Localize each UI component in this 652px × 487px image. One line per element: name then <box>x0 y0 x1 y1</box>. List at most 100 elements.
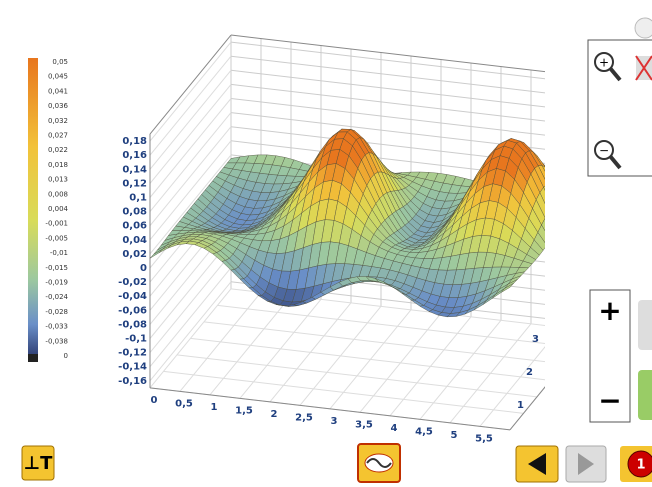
grid-line <box>230 112 545 150</box>
colorbar-label: 0,013 <box>48 176 68 184</box>
wave-button[interactable] <box>357 443 401 483</box>
colorbar-label: -0,015 <box>45 264 68 272</box>
surface-patch <box>557 179 570 187</box>
x-tick-label: 1,5 <box>235 405 253 416</box>
surface-patch <box>149 248 163 259</box>
surface-patch <box>547 182 560 202</box>
surface-patch <box>567 194 580 207</box>
x-tick-label: 3,5 <box>355 419 373 430</box>
side-button[interactable] <box>638 300 652 350</box>
next-button[interactable] <box>565 445 607 483</box>
grid-line <box>230 83 545 122</box>
surface-patch <box>549 171 562 185</box>
colorbar-label: 0,032 <box>48 117 68 125</box>
grid-line <box>149 140 232 241</box>
colorbar-label: 0,018 <box>48 161 68 169</box>
z-tick-label: -0,1 <box>125 334 147 345</box>
z-tick-label: 0 <box>140 263 147 274</box>
grid-line <box>230 98 545 136</box>
colorbar-label: 0,036 <box>48 102 69 110</box>
surface-patch <box>571 193 584 204</box>
z-tick-label: 0,18 <box>122 136 147 147</box>
z-tick-label: -0,12 <box>118 348 147 359</box>
surface-patch <box>548 173 561 182</box>
x-tick-label: 1 <box>211 402 218 413</box>
axis-button[interactable]: ⊥T <box>21 445 55 481</box>
colorbar-label: 0,004 <box>48 205 69 213</box>
x-tick-label: 4 <box>391 423 398 434</box>
grid-line <box>149 253 232 353</box>
grid-line <box>230 34 545 73</box>
grid-line <box>149 84 232 184</box>
grid-line <box>176 354 538 398</box>
grid-line <box>217 304 545 345</box>
colorbar-label: -0,019 <box>45 279 68 287</box>
z-tick-label: -0,16 <box>118 376 147 387</box>
side-button[interactable] <box>638 370 652 420</box>
grid-line <box>149 154 232 255</box>
grid-line <box>149 126 232 227</box>
colorbar-label: 0,041 <box>48 87 68 95</box>
x-tick-label: 0 <box>151 395 158 406</box>
x-tick-label: 5,5 <box>475 433 493 444</box>
surface-patch <box>500 283 514 293</box>
colorbar-label: -0,001 <box>45 220 68 228</box>
surface-patch <box>555 182 568 197</box>
colorbar-label: 0 <box>64 352 68 360</box>
colorbar-label: 0,027 <box>48 132 68 140</box>
grid-line <box>149 55 232 156</box>
surface-patch <box>546 167 559 183</box>
z-tick-label: -0,08 <box>118 319 147 330</box>
grid-line <box>230 55 545 94</box>
z-tick-label: 0,12 <box>122 178 147 189</box>
prev-button[interactable] <box>515 445 559 483</box>
surface-patch <box>560 182 573 186</box>
surface-patch <box>541 217 545 232</box>
surface-patch <box>551 182 564 200</box>
surface-patch <box>556 200 569 220</box>
alarm-button[interactable]: 1 <box>620 446 652 482</box>
grid-line <box>149 387 511 431</box>
colorbar-label: 0,045 <box>48 73 68 81</box>
z-tick-label: 0,04 <box>122 235 147 246</box>
colorbar-label: 0,022 <box>48 146 68 154</box>
grid-line <box>509 386 545 431</box>
x-tick-label: 2,5 <box>295 412 313 423</box>
x-tick-label: 5 <box>451 430 458 441</box>
surface-patch <box>551 179 564 185</box>
y-tick-label: 2 <box>526 367 533 378</box>
grid-line <box>203 321 545 363</box>
info-button[interactable] <box>634 17 652 39</box>
x-tick-label: 2 <box>271 409 278 420</box>
zoom-reset[interactable] <box>635 55 652 81</box>
z-tick-label: 0,1 <box>129 193 147 204</box>
surface-patch <box>544 217 545 219</box>
grid-line <box>149 112 232 212</box>
colorbar-label: -0,028 <box>45 308 68 316</box>
x-tick-label: 0,5 <box>175 398 193 409</box>
surface-patch <box>578 188 591 194</box>
colorbar-label: -0,01 <box>50 249 68 257</box>
surface-patch <box>539 186 545 205</box>
z-tick-label: 0,14 <box>122 164 147 175</box>
surface-patch <box>560 198 573 216</box>
svg-text:⊥T: ⊥T <box>24 453 53 474</box>
grid-line <box>149 69 232 170</box>
surface-patch <box>553 203 566 225</box>
surface-patch <box>543 185 545 191</box>
z-tick-label: -0,04 <box>118 291 147 302</box>
grid-line <box>149 34 232 135</box>
grid-line <box>230 69 545 108</box>
z-tick-label: 0,02 <box>122 249 147 260</box>
zoom-out[interactable]: − <box>594 140 622 170</box>
z-tick-label: -0,02 <box>118 277 147 288</box>
z-tick-label: -0,06 <box>118 305 147 316</box>
colorbar-label: 0,05 <box>52 58 68 66</box>
scale-panel: + − <box>589 289 652 423</box>
zoom-in[interactable]: + <box>594 52 622 82</box>
minus-button[interactable]: − <box>598 384 621 417</box>
grid-line <box>163 370 524 414</box>
plus-button[interactable]: + <box>598 294 621 327</box>
surface-patch <box>549 207 562 230</box>
